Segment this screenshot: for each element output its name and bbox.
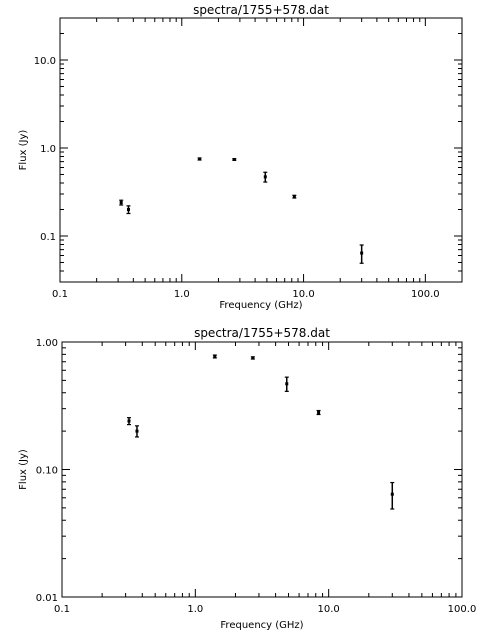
data-point <box>126 417 131 426</box>
point-marker <box>198 157 202 161</box>
top-spectrum-plot: spectra/1755+578.dat Frequency (GHz) Flux … <box>18 3 463 311</box>
y-tick-label: 0.1 <box>40 232 56 243</box>
point-marker <box>251 356 255 360</box>
y-tick-label: 0.10 <box>36 466 58 477</box>
data-point <box>292 194 297 199</box>
x-tick-label: 1.0 <box>187 604 203 615</box>
point-marker <box>213 354 217 358</box>
point-marker <box>135 429 139 433</box>
x-tick-label: 100.0 <box>448 604 477 615</box>
y-axis-label: Flux (Jy) <box>18 130 29 171</box>
data-point <box>212 354 217 359</box>
data-point <box>316 409 321 416</box>
x-tick-label: 10.0 <box>318 604 340 615</box>
data-point <box>119 199 124 206</box>
point-marker <box>119 201 123 205</box>
y-tick-label: 0.01 <box>36 593 58 604</box>
plot-frame <box>59 17 463 283</box>
data-point <box>250 356 255 360</box>
x-tick-label: 100.0 <box>411 289 440 300</box>
y-tick-label: 1.00 <box>36 338 58 349</box>
x-tick-label: 10.0 <box>292 289 314 300</box>
data-point <box>390 481 395 510</box>
data-point <box>359 244 364 264</box>
y-axis-label: Flux (Jy) <box>18 449 29 490</box>
data-point <box>263 171 268 183</box>
point-marker <box>285 382 289 386</box>
bottom-spectrum-plot: spectra/1755+578.dat Frequency (GHz) Flux … <box>18 326 476 631</box>
point-marker <box>263 175 267 179</box>
point-marker <box>390 492 394 496</box>
data-point <box>126 205 131 215</box>
chart-title: spectra/1755+578.dat <box>194 326 330 340</box>
data-point <box>284 376 289 392</box>
x-tick-label: 0.1 <box>54 604 70 615</box>
x-axis-label: Frequency (GHz) <box>220 620 303 631</box>
chart-title: spectra/1755+578.dat <box>193 3 329 17</box>
plot-frame <box>61 341 463 598</box>
data-point <box>232 157 237 161</box>
y-tick-label: 1.0 <box>40 144 56 155</box>
point-marker <box>292 195 296 199</box>
point-marker <box>317 410 321 414</box>
point-marker <box>232 157 236 161</box>
point-marker <box>126 207 130 211</box>
data-point <box>134 425 139 438</box>
x-axis-label: Frequency (GHz) <box>219 300 302 311</box>
point-marker <box>127 419 131 423</box>
data-point <box>197 157 202 161</box>
point-marker <box>360 251 364 255</box>
y-tick-label: 10.0 <box>34 56 56 67</box>
x-tick-label: 1.0 <box>174 289 190 300</box>
x-tick-label: 0.1 <box>52 289 68 300</box>
